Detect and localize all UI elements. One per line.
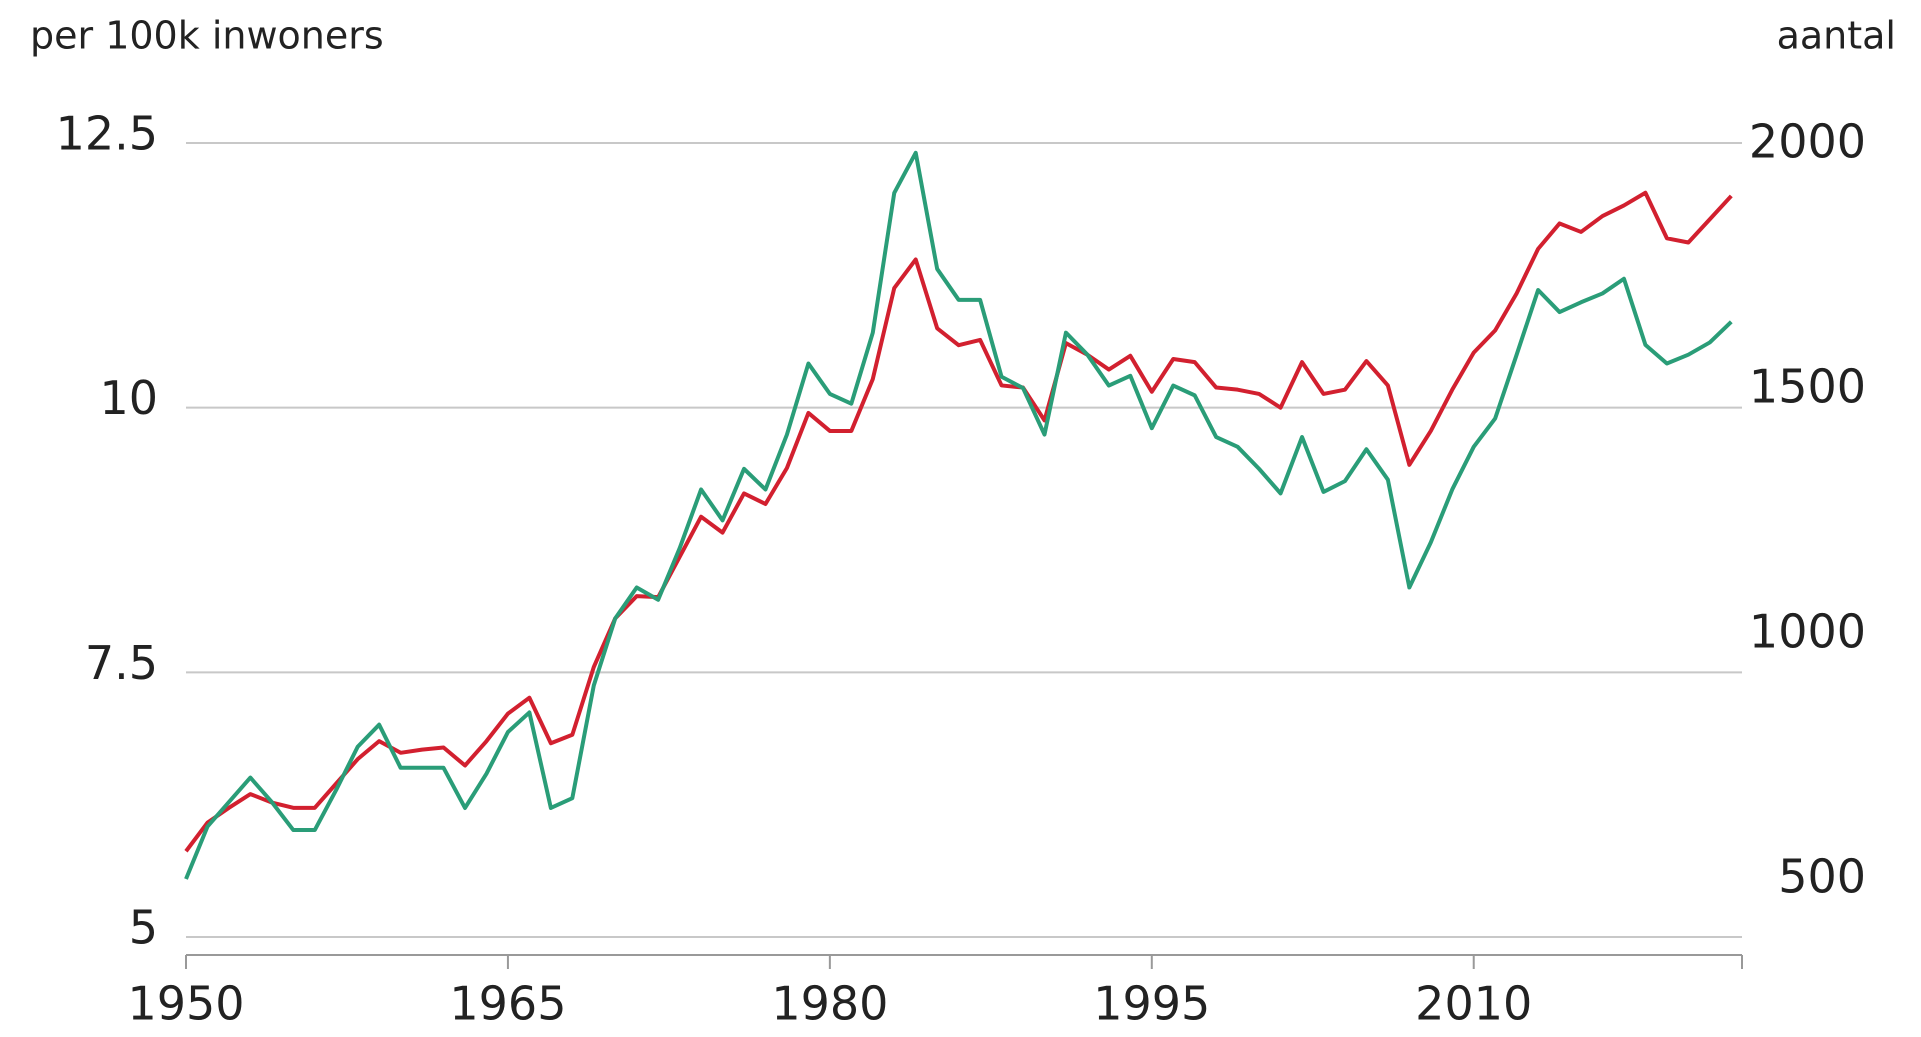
x-tick-label: 1995: [1093, 977, 1210, 1031]
x-tick-label: 1980: [771, 977, 888, 1031]
series-line: [184, 190, 1733, 853]
y-tick-label: 12.5: [56, 107, 158, 161]
series-line: [184, 150, 1733, 880]
x-tick-label: 1950: [127, 977, 244, 1031]
y-axis-title: per 100k inwoners: [30, 14, 384, 58]
y-tick-label: 7.5: [85, 636, 158, 690]
x-tick-label: 2010: [1415, 977, 1532, 1031]
x-tick-label: 1965: [449, 977, 566, 1031]
y2-axis-title: aantal: [1777, 14, 1896, 58]
y2-tick-label: 2000: [1749, 115, 1866, 169]
y2-tick-label: 500: [1778, 850, 1866, 904]
y-tick-label: 5: [129, 901, 158, 955]
y2-tick-label: 1500: [1749, 360, 1866, 414]
y-tick-label: 10: [99, 371, 158, 425]
y2-tick-label: 1000: [1749, 605, 1866, 659]
